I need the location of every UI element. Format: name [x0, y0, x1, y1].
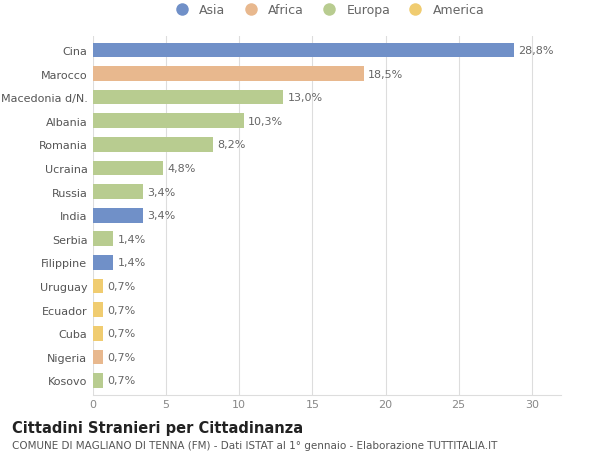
Text: 10,3%: 10,3% — [248, 117, 283, 127]
Bar — [93, 350, 103, 364]
Bar — [93, 185, 143, 200]
Bar — [93, 302, 103, 317]
Text: 3,4%: 3,4% — [147, 187, 175, 197]
Bar — [93, 232, 113, 246]
Text: 0,7%: 0,7% — [107, 329, 136, 338]
Text: 4,8%: 4,8% — [167, 163, 196, 174]
Bar — [93, 256, 113, 270]
Text: COMUNE DI MAGLIANO DI TENNA (FM) - Dati ISTAT al 1° gennaio - Elaborazione TUTTI: COMUNE DI MAGLIANO DI TENNA (FM) - Dati … — [12, 440, 497, 450]
Text: 1,4%: 1,4% — [118, 258, 146, 268]
Bar — [93, 279, 103, 294]
Text: 13,0%: 13,0% — [287, 93, 323, 103]
Text: 28,8%: 28,8% — [518, 46, 554, 56]
Text: 0,7%: 0,7% — [107, 305, 136, 315]
Text: 3,4%: 3,4% — [147, 211, 175, 221]
Bar — [93, 326, 103, 341]
Bar — [93, 114, 244, 129]
Bar — [93, 208, 143, 223]
Text: 0,7%: 0,7% — [107, 352, 136, 362]
Bar — [93, 44, 514, 58]
Bar — [93, 373, 103, 388]
Text: 1,4%: 1,4% — [118, 234, 146, 244]
Text: 0,7%: 0,7% — [107, 281, 136, 291]
Legend: Asia, Africa, Europa, America: Asia, Africa, Europa, America — [167, 2, 487, 20]
Text: 18,5%: 18,5% — [368, 69, 403, 79]
Bar — [93, 161, 163, 176]
Bar — [93, 91, 283, 105]
Bar — [93, 67, 364, 82]
Bar — [93, 138, 213, 152]
Text: 8,2%: 8,2% — [217, 140, 245, 150]
Text: Cittadini Stranieri per Cittadinanza: Cittadini Stranieri per Cittadinanza — [12, 420, 303, 435]
Text: 0,7%: 0,7% — [107, 375, 136, 386]
